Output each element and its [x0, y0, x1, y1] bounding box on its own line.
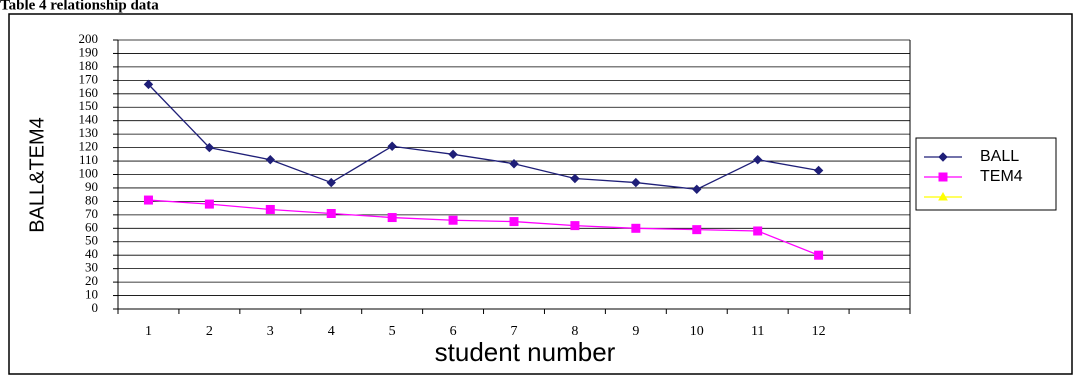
- data-point: [692, 184, 702, 195]
- x-tick-label: 9: [632, 324, 639, 339]
- x-tick-label: 7: [511, 324, 518, 339]
- y-tick-label: 0: [92, 300, 99, 315]
- x-tick-label: 12: [812, 324, 826, 339]
- data-point: [265, 154, 276, 165]
- legend-marker: [938, 191, 948, 201]
- x-tick-label: 10: [690, 324, 704, 339]
- x-tick-label: 6: [450, 324, 457, 339]
- x-tick-label: 4: [328, 324, 335, 339]
- y-tick-label: 150: [79, 98, 99, 113]
- y-tick-label: 140: [79, 112, 99, 127]
- data-point: [326, 177, 336, 188]
- y-tick-label: 80: [85, 192, 98, 207]
- data-point: [570, 173, 580, 184]
- y-tick-label: 190: [79, 44, 99, 59]
- data-point: [265, 204, 275, 214]
- data-point: [753, 226, 763, 236]
- y-tick-label: 130: [79, 125, 99, 140]
- x-tick-label: 3: [267, 324, 274, 339]
- x-tick-label: 1: [145, 324, 152, 339]
- data-point: [509, 217, 519, 227]
- x-axis-label: student number: [435, 337, 616, 367]
- data-point: [387, 141, 397, 151]
- data-point: [752, 154, 763, 165]
- y-tick-label: 40: [85, 246, 98, 261]
- data-point: [631, 177, 641, 188]
- legend-marker: [938, 152, 948, 162]
- x-tick-label: 5: [389, 324, 396, 339]
- data-point: [143, 195, 153, 205]
- y-tick-label: 10: [85, 287, 98, 302]
- data-point: [448, 215, 458, 225]
- y-tick-label: 170: [79, 71, 99, 86]
- y-tick-label: 20: [85, 273, 98, 288]
- legend-label: BALL: [980, 148, 1019, 165]
- x-tick-label: 2: [206, 324, 213, 339]
- y-tick-label: 110: [79, 152, 98, 167]
- y-tick-label: 160: [79, 85, 99, 100]
- data-point: [631, 223, 641, 233]
- data-point: [448, 149, 458, 160]
- data-point: [814, 250, 824, 260]
- data-point: [387, 213, 397, 223]
- y-axis-label: BALL&TEM4: [26, 117, 48, 233]
- data-point: [204, 199, 214, 209]
- series-line: [148, 199, 819, 256]
- y-tick-label: 100: [79, 165, 99, 180]
- legend-marker: [938, 172, 948, 182]
- chart-frame: [8, 13, 1073, 375]
- y-tick-label: 90: [85, 179, 98, 194]
- y-tick-label: 120: [79, 139, 99, 154]
- data-point: [143, 79, 154, 90]
- y-tick-label: 180: [79, 58, 99, 73]
- x-tick-label: 8: [571, 324, 578, 339]
- y-tick-label: 70: [85, 206, 98, 221]
- chart-title: Table 4 relationship data: [0, 0, 159, 13]
- y-tick-label: 60: [85, 219, 98, 234]
- data-point: [326, 209, 336, 219]
- data-point: [570, 221, 580, 231]
- y-tick-label: 200: [79, 31, 99, 46]
- series-line: [147, 83, 819, 190]
- data-point: [509, 159, 519, 169]
- data-point: [813, 165, 824, 176]
- x-tick-label: 11: [751, 324, 764, 339]
- data-point: [204, 142, 215, 153]
- legend-label: TEM4: [980, 168, 1023, 185]
- y-tick-label: 30: [85, 260, 98, 275]
- data-point: [692, 225, 702, 235]
- y-tick-label: 50: [85, 233, 98, 248]
